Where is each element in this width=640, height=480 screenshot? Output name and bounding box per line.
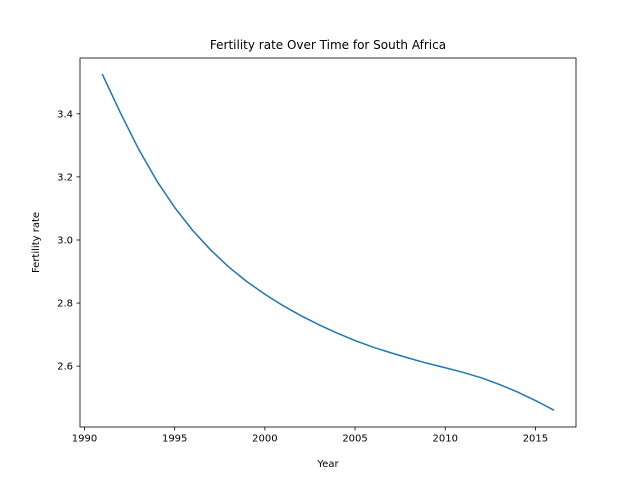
y-axis-ticks: 2.6 2.8 3.0 3.2 3.4 xyxy=(57,109,80,373)
plot-frame xyxy=(79,57,577,428)
y-tick-label: 2.8 xyxy=(57,299,73,310)
y-axis-label: Fertility rate xyxy=(31,212,42,273)
x-axis-ticks: 1990 1995 2000 2005 2010 2015 xyxy=(72,427,548,445)
y-tick-label: 3.0 xyxy=(57,236,73,247)
x-tick-label: 2005 xyxy=(342,434,367,445)
x-tick-label: 1995 xyxy=(162,434,187,445)
x-tick-label: 2010 xyxy=(433,434,458,445)
x-tick-label: 1990 xyxy=(72,434,97,445)
chart-title: Fertility rate Over Time for South Afric… xyxy=(210,38,446,52)
y-tick-label: 3.2 xyxy=(57,173,73,184)
series-layer xyxy=(101,73,555,411)
x-tick-label: 2015 xyxy=(523,434,548,445)
series-line xyxy=(101,73,555,411)
x-axis-label: Year xyxy=(316,459,339,470)
x-tick-label: 2000 xyxy=(252,434,277,445)
plot-area xyxy=(80,58,576,427)
y-tick-label: 2.6 xyxy=(57,362,73,373)
y-tick-label: 3.4 xyxy=(57,109,73,120)
